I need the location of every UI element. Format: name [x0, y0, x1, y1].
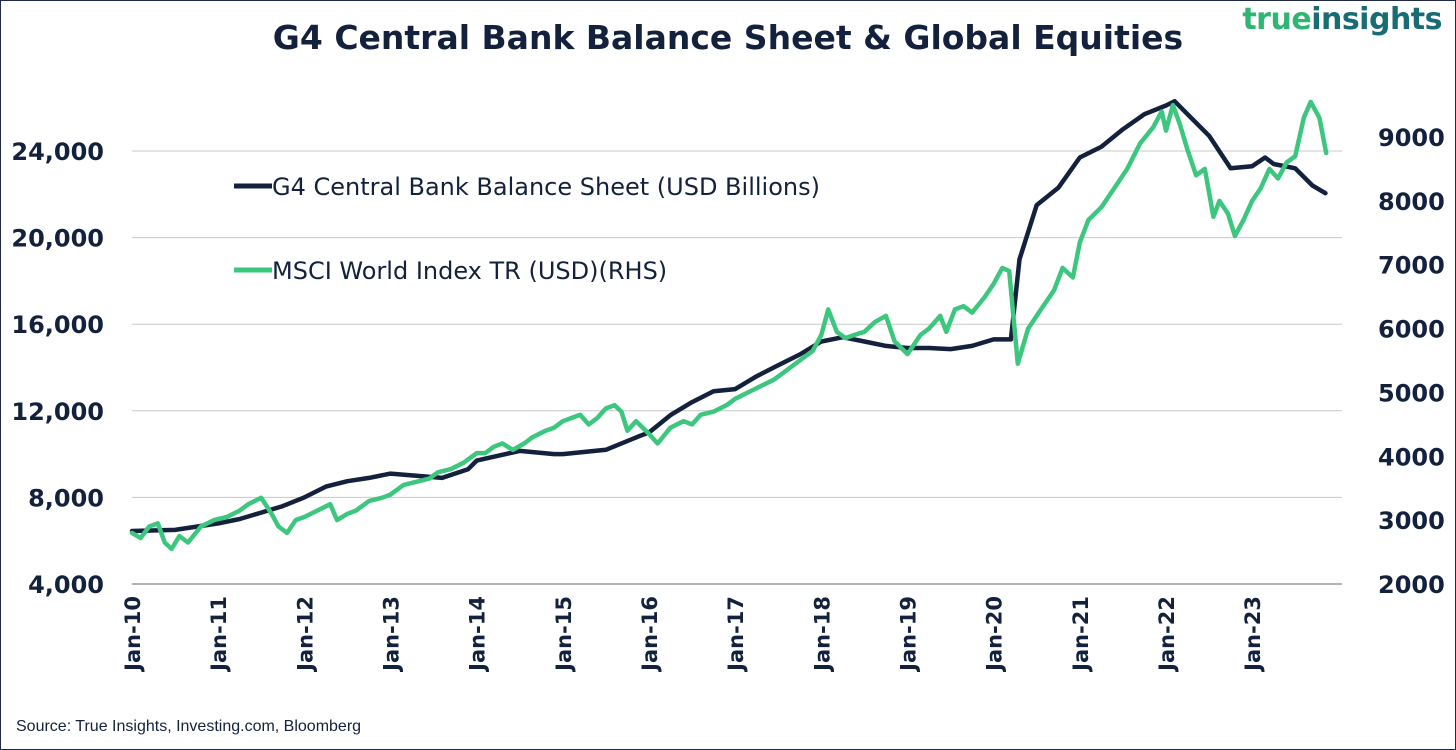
brand-logo: trueinsights [1242, 2, 1442, 37]
x-tick-label: Jan-22 [1155, 596, 1179, 673]
x-tick-label: Jan-20 [983, 596, 1007, 673]
x-tick-label: Jan-14 [466, 596, 490, 673]
legend-label-balance-sheet: G4 Central Bank Balance Sheet (USD Billi… [272, 173, 820, 201]
x-tick-label: Jan-21 [1069, 596, 1093, 673]
y-right-tick-label: 9000 [1378, 124, 1445, 152]
x-tick-label: Jan-15 [552, 596, 576, 673]
brand-word-insights: insights [1311, 2, 1442, 37]
y-left-tick-label: 20,000 [11, 225, 104, 253]
legend: G4 Central Bank Balance Sheet (USD Billi… [234, 173, 820, 285]
x-tick-label: Jan-13 [379, 596, 403, 673]
y-right-tick-label: 3000 [1378, 507, 1445, 535]
legend-label-msci-world: MSCI World Index TR (USD)(RHS) [272, 257, 667, 285]
y-left-tick-label: 24,000 [11, 138, 104, 166]
source-note: Source: True Insights, Investing.com, Bl… [16, 718, 362, 735]
y-right-tick-label: 2000 [1378, 571, 1445, 599]
x-tick-label: Jan-18 [810, 596, 834, 673]
x-tick-label: Jan-16 [638, 596, 662, 673]
y-left-tick-label: 4,000 [28, 571, 104, 599]
x-tick-label: Jan-11 [207, 596, 231, 673]
y-right-tick-label: 5000 [1378, 379, 1445, 407]
y-right-tick-label: 8000 [1378, 188, 1445, 216]
x-tick-label: Jan-17 [724, 596, 748, 673]
grid-lines [132, 150, 1342, 498]
series-lines [129, 98, 1329, 552]
y-right-tick-label: 6000 [1378, 316, 1445, 344]
axes: 4,000 8,000 12,000 16,000 20,000 24,000 2000 30… [11, 124, 1444, 673]
brand-word-true: true [1242, 2, 1312, 37]
chart-title: G4 Central Bank Balance Sheet & Global E… [272, 18, 1184, 57]
series-line-balance-sheet [129, 98, 1328, 534]
y-left-tick-label: 16,000 [11, 311, 104, 339]
x-tick-label: Jan-23 [1241, 596, 1265, 673]
y-left-tick-label: 12,000 [11, 398, 104, 426]
y-right-tick-label: 7000 [1378, 252, 1445, 280]
y-right-tick-label: 4000 [1378, 443, 1445, 471]
x-tick-label: Jan-10 [121, 596, 145, 673]
series-line-msci-world [129, 99, 1329, 552]
y-left-tick-label: 8,000 [28, 484, 104, 512]
x-tick-label: Jan-19 [896, 596, 920, 673]
x-tick-label: Jan-12 [293, 596, 317, 673]
